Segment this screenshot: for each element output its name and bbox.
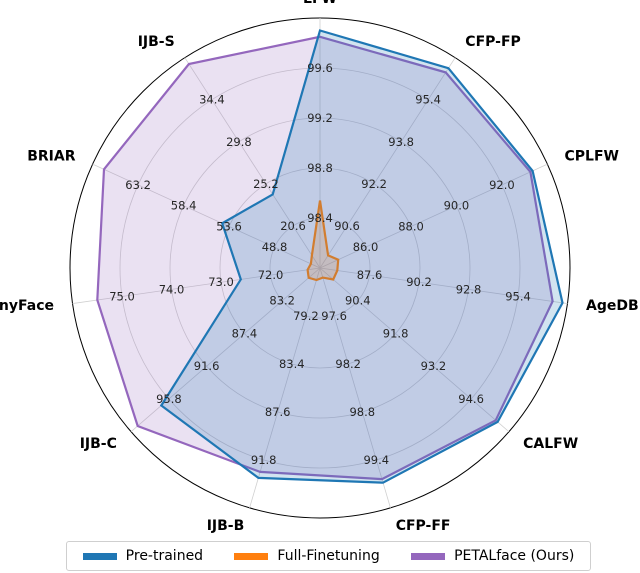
legend-swatch-petalface [411,552,446,560]
grid-layer [69,17,571,519]
tick-label-cfp-fp-4: 95.4 [415,93,441,107]
axis-label-agedb: AgeDB [586,298,639,314]
legend-swatch-full-finetuning [234,552,269,560]
legend-label-full-finetuning: Full-Finetuning [277,548,380,564]
tick-label-cfp-ff-4: 99.4 [363,453,389,467]
tick-label-ijb-s-4: 34.4 [199,93,225,107]
tick-label-briar-3: 58.4 [171,199,197,213]
tick-label-briar-1: 48.8 [262,240,288,254]
tick-label-cfp-ff-2: 98.2 [335,357,361,371]
tick-layer: 98.4 98.8 99.2 99.6 90.6 92.2 93.8 95.4 86.0 88.0… [109,61,531,467]
legend-label-pretrained: Pre-trained [125,548,204,564]
legend-item-petalface: PETALface (Ours) [411,548,574,564]
tick-label-ijb-c-3: 91.6 [194,359,220,373]
spoke-calfw [319,267,510,433]
series-layer [96,29,564,484]
tick-label-lfw-2: 98.8 [307,161,333,175]
tick-label-ijb-c-1: 83.2 [269,294,295,308]
series-petalface-ours [96,35,554,481]
tick-label-calfw-3: 93.2 [421,359,447,373]
tick-label-lfw-1: 98.4 [307,211,333,225]
axis-label-ijb-c: IJB-C [80,436,117,452]
tick-label-ijb-s-1: 20.6 [280,219,306,233]
tick-label-calfw-1: 90.4 [345,294,371,308]
tick-label-ijb-s-2: 25.2 [253,177,279,191]
tick-label-cplfw-3: 90.0 [444,199,470,213]
tick-label-agedb-3: 92.8 [456,282,482,296]
axis-label-cfp-ff: CFP-FF [396,518,451,534]
tick-label-agedb-4: 95.4 [505,290,531,304]
series-full-finetuning [306,200,340,282]
tick-label-ijb-c-2: 87.4 [232,327,258,341]
tick-label-cfp-fp-1: 90.6 [334,219,360,233]
tick-label-lfw-4: 99.6 [307,61,333,75]
axis-label-calfw: CALFW [523,436,578,452]
spoke-agedb [319,267,568,304]
tick-label-ijb-b-3: 87.6 [265,405,291,419]
axis-label-ijb-b: IJB-B [207,518,245,534]
tick-label-ijb-b-2: 83.4 [279,357,305,371]
tick-label-cplfw-2: 88.0 [398,220,424,234]
tick-label-calfw-4: 94.6 [458,392,484,406]
tick-label-cfp-fp-3: 93.8 [388,135,414,149]
spoke-ijb-s [184,57,321,269]
legend-label-petalface: PETALface (Ours) [454,548,575,564]
tick-label-cplfw-1: 86.0 [353,240,379,254]
axis-label-cfp-fp: CFP-FP [465,34,521,50]
axis-label-lfw: LFW [303,0,337,7]
tick-label-briar-2: 53.6 [216,220,242,234]
legend-swatch-pretrained [82,552,117,560]
axis-label-briar: BRIAR [27,148,75,164]
tick-label-tinyface-3: 74.0 [159,282,185,296]
tick-label-agedb-2: 90.2 [406,275,432,289]
tick-label-cfp-ff-1: 97.6 [321,309,347,323]
axis-label-ijb-s: IJB-S [138,34,175,50]
tick-label-ijb-b-4: 91.8 [251,453,277,467]
spoke-ijb-b [249,267,321,508]
legend: Pre-trained Full-Finetuning PETALface (O… [66,541,591,571]
spoke-tinyface [72,267,321,304]
tick-label-tinyface-4: 75.0 [109,290,135,304]
radar-chart: 98.4 98.8 99.2 99.6 90.6 92.2 93.8 95.4 86.0 88.0… [0,0,639,534]
spoke-cfp-ff [319,267,391,508]
axis-label-tinyface: TinyFace [0,298,54,314]
legend-item-full-finetuning: Full-Finetuning [234,548,380,564]
tick-label-cfp-ff-3: 98.8 [349,405,375,419]
tick-label-lfw-3: 99.2 [307,111,333,125]
tick-label-agedb-1: 87.6 [357,268,383,282]
spoke-cplfw [319,163,548,269]
tick-label-ijb-s-3: 29.8 [226,135,252,149]
tick-label-ijb-b-1: 79.2 [293,309,319,323]
tick-label-tinyface-2: 73.0 [208,275,234,289]
axis-label-layer: LFW CFP-FP CPLFW AgeDB CALFW CFP-FF IJB-B IJB-C… [0,0,639,534]
axis-label-cplfw: CPLFW [565,148,619,164]
tick-label-ijb-c-4: 95.8 [156,392,182,406]
legend-item-pretrained: Pre-trained [82,548,204,564]
tick-label-cplfw-4: 92.0 [489,178,515,192]
series-pre-trained [159,29,564,484]
spoke-cfp-fp [319,57,456,269]
tick-label-cfp-fp-2: 92.2 [361,177,387,191]
tick-label-calfw-2: 91.8 [383,327,409,341]
spoke-briar [92,163,321,269]
tick-label-briar-4: 63.2 [125,178,151,192]
tick-label-tinyface-1: 72.0 [258,268,284,282]
